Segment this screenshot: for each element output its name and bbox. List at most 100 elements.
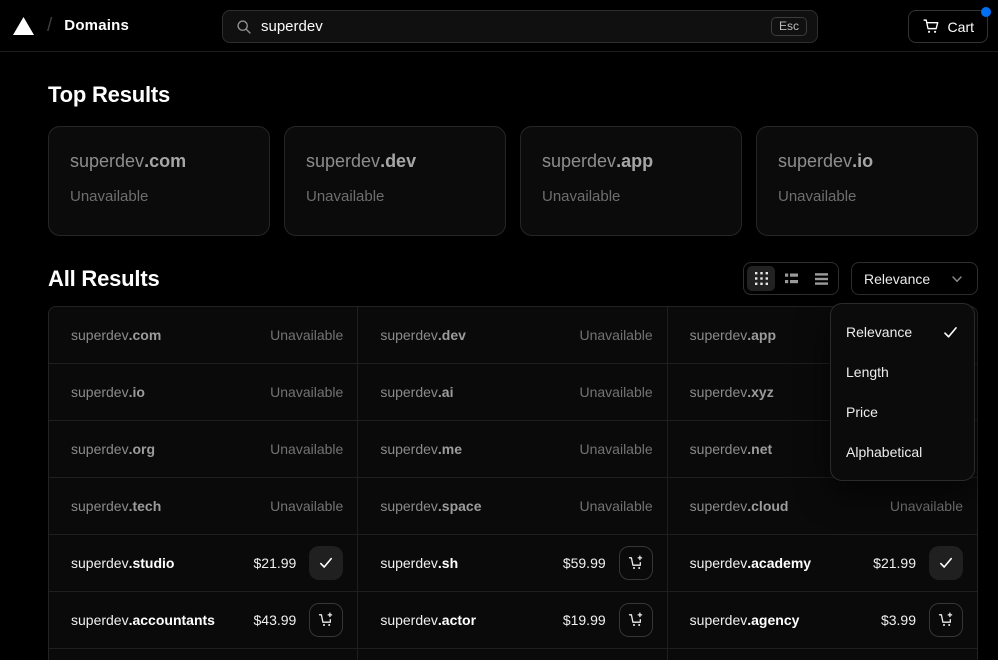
domain-cell: superdev.academy $21.99 <box>667 535 977 592</box>
availability-status: Unavailable <box>778 188 857 205</box>
domain-cell: superdev.studio $21.99 <box>49 535 359 592</box>
breadcrumb-separator: / <box>47 14 53 36</box>
sort-menu-item-label: Length <box>846 364 889 380</box>
chevron-down-icon <box>952 275 962 282</box>
rows-view-icon <box>814 273 828 285</box>
domain-cell: superdev.ai Unavailable <box>358 364 668 421</box>
view-list-button[interactable] <box>777 266 805 291</box>
domain-name: superdev.app <box>542 151 654 171</box>
availability-status: Unavailable <box>542 188 621 205</box>
top-result-card: superdev.dev Unavailable <box>284 126 506 236</box>
cart-plus-icon <box>938 612 953 626</box>
vercel-logo-icon[interactable] <box>12 16 35 36</box>
sort-menu-item[interactable]: Alphabetical <box>831 432 974 472</box>
results-controls: Relevance <box>743 262 978 295</box>
domain-cell: superdev.accountants $43.99 <box>49 592 359 649</box>
domain-price: $19.99 <box>562 612 606 628</box>
sort-menu-item-label: Alphabetical <box>846 444 923 460</box>
domain-name: superdev.io <box>778 151 874 171</box>
selected-check-icon <box>944 326 957 338</box>
domain-name: superdev.accountants <box>71 612 215 628</box>
sort-dropdown-trigger[interactable]: Relevance <box>851 262 978 295</box>
domain-name: superdev.dev <box>380 327 466 343</box>
domain-cell-partial <box>49 649 359 660</box>
domain-price: $59.99 <box>562 555 606 571</box>
in-cart-button[interactable] <box>309 546 344 580</box>
check-icon <box>320 557 333 568</box>
domain-name: superdev.net <box>689 441 773 457</box>
availability-status: Unavailable <box>889 498 963 514</box>
in-cart-button[interactable] <box>929 546 963 580</box>
domain-cell: superdev.agency $3.99 <box>667 592 977 649</box>
domain-cell-partial <box>668 649 977 660</box>
sort-menu-item[interactable]: Price <box>831 392 974 432</box>
check-icon <box>940 557 952 568</box>
domain-search-bar[interactable]: Esc <box>222 10 818 43</box>
domain-name: superdev.app <box>689 327 777 343</box>
add-to-cart-button[interactable] <box>618 603 653 637</box>
domain-name: superdev.space <box>380 498 482 514</box>
domain-name: superdev.com <box>70 151 187 171</box>
availability-status: Unavailable <box>306 188 385 205</box>
top-result-card: superdev.com Unavailable <box>48 126 270 236</box>
top-result-card: superdev.io Unavailable <box>756 126 978 236</box>
domain-name: superdev.tech <box>71 498 162 514</box>
view-mode-toggle <box>743 262 839 295</box>
all-results-bar: All Results <box>48 262 978 295</box>
domain-cell: superdev.io Unavailable <box>49 364 359 421</box>
view-rows-button[interactable] <box>807 266 835 291</box>
cart-plus-icon <box>628 555 642 569</box>
availability-status: Unavailable <box>579 384 653 400</box>
cart-notification-dot <box>981 7 991 17</box>
domain-cell: superdev.cloud Unavailable <box>667 478 977 535</box>
cart-button[interactable]: Cart <box>907 7 991 43</box>
availability-status: Unavailable <box>270 327 344 343</box>
domain-name: superdev.agency <box>689 612 800 628</box>
domain-price: $21.99 <box>873 555 916 571</box>
domain-cell: superdev.tech Unavailable <box>49 478 359 535</box>
cart-icon <box>922 19 938 33</box>
top-results-heading: Top Results <box>48 82 171 107</box>
availability-status: Unavailable <box>70 188 149 205</box>
sort-dropdown-menu: Relevance Length Price Alphabetical <box>830 303 975 481</box>
domain-name: superdev.xyz <box>689 384 774 400</box>
search-icon <box>237 19 251 34</box>
domain-name: superdev.org <box>71 441 156 457</box>
list-view-icon <box>784 273 798 284</box>
all-results-table: superdev.com Unavailable superdev.dev Un… <box>48 306 978 660</box>
sort-menu-item-label: Relevance <box>846 324 913 340</box>
domain-name: superdev.academy <box>689 555 812 571</box>
all-results-heading: All Results <box>48 265 160 291</box>
domain-name: superdev.me <box>380 441 463 457</box>
page-title: Domains <box>64 17 130 34</box>
domain-name: superdev.com <box>71 327 162 343</box>
add-to-cart-button[interactable] <box>309 603 344 637</box>
domain-cell: superdev.me Unavailable <box>358 421 668 478</box>
grid-view-icon <box>754 272 768 285</box>
domain-cell: superdev.com Unavailable <box>49 307 359 364</box>
add-to-cart-button[interactable] <box>618 546 653 580</box>
breadcrumb: / Domains <box>12 15 129 37</box>
top-results-grid: superdev.com Unavailable superdev.dev Un… <box>48 126 978 236</box>
availability-status: Unavailable <box>579 327 653 343</box>
add-to-cart-button[interactable] <box>929 603 963 637</box>
top-navigation-bar: / Domains Esc Cart <box>0 0 998 52</box>
search-input[interactable] <box>261 18 762 35</box>
domain-price: $21.99 <box>253 555 297 571</box>
domain-cell: superdev.dev Unavailable <box>358 307 668 364</box>
domain-cell: superdev.actor $19.99 <box>358 592 668 649</box>
sort-menu-item-label: Price <box>846 404 878 420</box>
cart-plus-icon <box>628 612 642 626</box>
domain-cell-partial <box>358 649 668 660</box>
domain-cell: superdev.sh $59.99 <box>358 535 668 592</box>
sort-menu-item[interactable]: Length <box>831 352 974 392</box>
sort-menu-item[interactable]: Relevance <box>831 312 974 352</box>
domain-name: superdev.sh <box>380 555 459 571</box>
view-grid-button[interactable] <box>747 266 775 291</box>
domain-name: superdev.studio <box>71 555 175 571</box>
domain-name: superdev.io <box>71 384 145 400</box>
cart-plus-icon <box>319 612 333 626</box>
domain-cell: superdev.space Unavailable <box>358 478 668 535</box>
domain-price: $43.99 <box>253 612 297 628</box>
availability-status: Unavailable <box>579 498 653 514</box>
